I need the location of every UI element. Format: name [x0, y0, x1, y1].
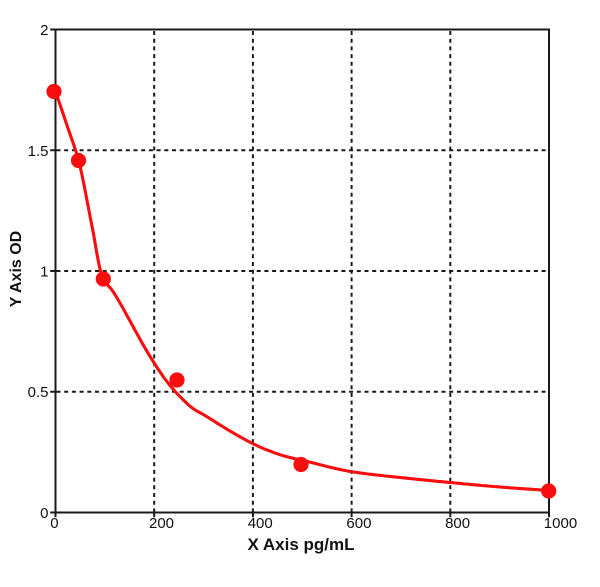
svg-text:Y Axis OD: Y Axis OD — [8, 231, 25, 307]
svg-text:1000: 1000 — [544, 515, 577, 532]
svg-text:200: 200 — [149, 515, 174, 532]
svg-text:2: 2 — [40, 22, 48, 39]
svg-text:800: 800 — [445, 515, 470, 532]
svg-text:0: 0 — [50, 515, 58, 532]
svg-text:400: 400 — [248, 515, 273, 532]
svg-text:1.5: 1.5 — [28, 143, 49, 160]
svg-text:1: 1 — [40, 264, 48, 281]
svg-text:600: 600 — [346, 515, 371, 532]
svg-text:X Axis pg/mL: X Axis pg/mL — [247, 535, 354, 554]
svg-text:0.5: 0.5 — [28, 384, 49, 401]
svg-text:0: 0 — [40, 505, 48, 522]
